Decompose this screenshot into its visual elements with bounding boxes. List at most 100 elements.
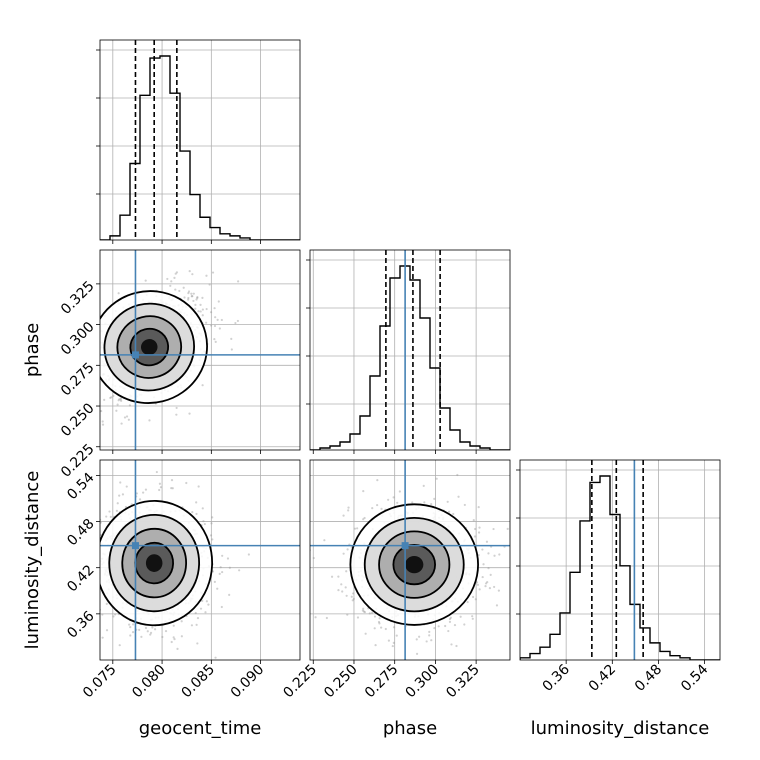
sample-point (477, 531, 481, 534)
sample-point (94, 605, 96, 607)
sample-point (201, 314, 204, 317)
sample-point (87, 539, 89, 541)
sample-point (387, 498, 390, 501)
sample-point (345, 570, 348, 573)
sample-point (213, 580, 216, 583)
sample-point (447, 510, 451, 513)
sample-point (373, 615, 377, 618)
sample-point (422, 484, 425, 488)
sample-point (201, 308, 204, 311)
sample-point (373, 627, 376, 630)
sample-point (85, 355, 87, 357)
sample-point (128, 404, 132, 407)
sample-point (337, 589, 340, 592)
sample-point (96, 373, 98, 375)
sample-point (94, 375, 96, 377)
sample-point (74, 394, 76, 396)
sample-point (201, 599, 204, 602)
sample-point (457, 495, 460, 498)
sample-point (435, 477, 438, 480)
sample-point (471, 617, 474, 620)
sample-point (109, 396, 112, 400)
sample-point (211, 271, 215, 274)
sample-point (187, 290, 191, 293)
sample-point (132, 623, 135, 626)
sample-point (484, 582, 488, 585)
sample-point (428, 634, 431, 637)
sample-point (174, 288, 177, 291)
x-tick-label: 0.36 (540, 661, 573, 694)
sample-point (446, 500, 449, 503)
sample-point (323, 539, 326, 542)
x-tick-label: 0.090 (228, 662, 268, 702)
sample-point (362, 489, 365, 493)
sample-point (191, 273, 194, 276)
sample-point (221, 570, 224, 574)
sample-point (148, 419, 151, 422)
sample-point (183, 296, 186, 299)
sample-point (81, 555, 83, 557)
sample-point (341, 590, 344, 593)
sample-point (356, 527, 359, 530)
sample-point (213, 307, 216, 310)
sample-point (94, 558, 96, 560)
sample-point (342, 514, 345, 517)
sample-point (144, 626, 148, 630)
sample-point (211, 516, 214, 519)
sample-point (216, 318, 219, 321)
sample-point (387, 639, 390, 642)
sample-point (238, 569, 241, 572)
sample-point (116, 502, 119, 505)
sample-point (81, 395, 83, 397)
sample-point (116, 403, 119, 406)
x-axis-label-geocent_time: geocent_time (139, 718, 262, 739)
sample-point (217, 300, 220, 303)
sample-point (237, 280, 240, 283)
sample-point (101, 423, 105, 426)
sample-point (448, 620, 452, 623)
sample-point (195, 623, 198, 626)
sample-point (93, 634, 95, 636)
x-tick-label: 0.080 (129, 662, 169, 702)
x-tick-label: 0.225 (280, 662, 320, 702)
sample-point (325, 616, 328, 620)
sample-point (144, 488, 148, 491)
sample-point (112, 615, 115, 618)
sample-point (447, 629, 450, 633)
sample-point (71, 567, 73, 569)
sample-point (121, 493, 125, 496)
sample-point (105, 629, 109, 632)
truth-marker (401, 542, 409, 550)
sample-point (97, 371, 99, 373)
sample-point (194, 307, 197, 310)
sample-point (188, 270, 191, 273)
sample-point (345, 594, 348, 597)
sample-point (395, 634, 398, 637)
sample-point (463, 623, 466, 626)
sample-point (356, 616, 360, 619)
sample-point (119, 397, 123, 400)
sample-point (346, 613, 349, 616)
sample-point (96, 337, 98, 339)
sample-point (433, 627, 436, 630)
sample-point (192, 292, 195, 295)
sample-point (175, 406, 178, 410)
x-tick-label: 0.300 (403, 662, 443, 702)
sample-point (101, 613, 104, 616)
sample-point (362, 607, 365, 610)
x-tick-label: 0.42 (586, 662, 619, 695)
sample-point (472, 519, 475, 522)
sample-point (481, 575, 484, 579)
sample-point (191, 295, 194, 298)
sample-point (415, 638, 418, 641)
sample-point (495, 604, 499, 607)
sample-point (125, 485, 128, 488)
sample-point (114, 613, 117, 616)
sample-point (65, 565, 67, 567)
panel-content (74, 250, 300, 450)
sample-point (138, 628, 141, 632)
sample-point (488, 587, 492, 590)
sample-point (472, 595, 475, 599)
sample-point (95, 596, 97, 598)
